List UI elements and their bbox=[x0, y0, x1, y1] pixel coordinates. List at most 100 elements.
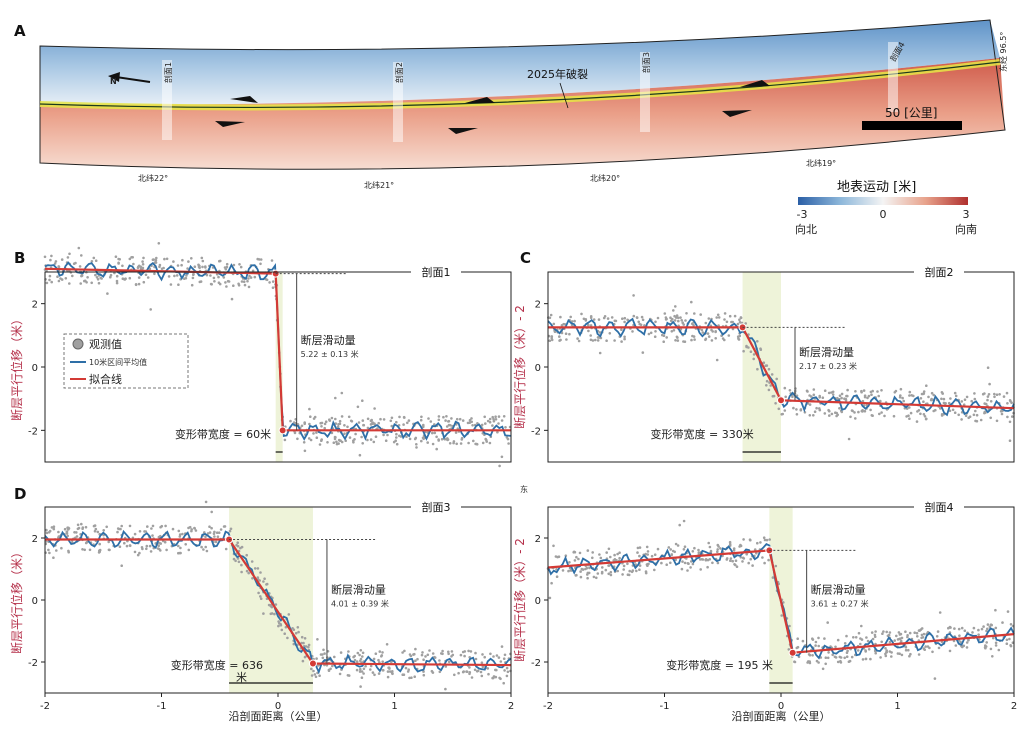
observed-point bbox=[247, 571, 250, 575]
observed-point bbox=[884, 647, 887, 650]
observed-point bbox=[922, 413, 926, 416]
observed-point bbox=[145, 547, 148, 551]
scale-label: 50 [公里] bbox=[885, 106, 937, 120]
observed-point bbox=[448, 442, 452, 445]
observed-point bbox=[971, 631, 974, 634]
observed-point bbox=[998, 393, 1001, 396]
observed-point bbox=[337, 423, 340, 426]
observed-point bbox=[689, 566, 692, 569]
observed-point bbox=[503, 669, 506, 672]
observed-point bbox=[647, 332, 651, 336]
observed-point bbox=[774, 564, 778, 568]
observed-point bbox=[157, 544, 160, 547]
observed-point bbox=[470, 420, 474, 424]
observed-point bbox=[381, 669, 385, 672]
y-tick-label: 2 bbox=[32, 300, 38, 311]
observed-point bbox=[268, 281, 271, 284]
observed-point bbox=[917, 653, 921, 656]
observed-point bbox=[259, 258, 263, 261]
observed-point bbox=[725, 320, 729, 324]
observed-point bbox=[422, 673, 426, 677]
observed-point bbox=[919, 397, 923, 400]
observed-point bbox=[925, 384, 928, 388]
observed-point bbox=[641, 318, 645, 322]
observed-point bbox=[193, 527, 196, 530]
observed-point bbox=[586, 549, 590, 552]
observed-point bbox=[384, 439, 388, 443]
observed-point bbox=[814, 644, 817, 647]
observed-point bbox=[181, 258, 184, 262]
observed-point bbox=[286, 636, 289, 640]
observed-point bbox=[931, 650, 934, 654]
observed-point bbox=[940, 413, 944, 416]
observed-point bbox=[836, 660, 840, 664]
observed-point bbox=[225, 262, 229, 266]
observed-point bbox=[441, 649, 444, 653]
observed-point bbox=[591, 556, 594, 560]
observed-point bbox=[623, 320, 626, 324]
observed-point bbox=[494, 415, 497, 419]
observed-point bbox=[708, 545, 712, 549]
observed-point bbox=[450, 655, 453, 658]
observed-point bbox=[96, 530, 100, 534]
observed-point bbox=[763, 561, 766, 565]
arrow-icon bbox=[215, 121, 245, 127]
observed-point bbox=[158, 541, 161, 545]
observed-point bbox=[99, 276, 102, 280]
observed-point bbox=[589, 316, 593, 320]
observed-point bbox=[994, 626, 998, 630]
x-tick-label: -2 bbox=[40, 701, 50, 712]
observed-point bbox=[179, 546, 182, 550]
observed-point bbox=[711, 561, 714, 565]
observed-point bbox=[315, 431, 318, 434]
observed-point bbox=[602, 316, 606, 320]
observed-point bbox=[814, 640, 818, 644]
observed-point bbox=[381, 660, 385, 663]
observed-point bbox=[372, 657, 376, 661]
observed-point bbox=[581, 568, 585, 571]
observed-point bbox=[861, 410, 864, 413]
observed-point bbox=[927, 395, 930, 399]
observed-point bbox=[815, 406, 818, 410]
observed-point bbox=[739, 316, 743, 320]
observed-point bbox=[644, 570, 648, 573]
observed-point bbox=[662, 334, 666, 338]
observed-point bbox=[860, 624, 863, 628]
observed-point bbox=[834, 645, 837, 649]
observed-point bbox=[877, 394, 880, 398]
observed-point bbox=[422, 670, 425, 673]
north-arrow: N bbox=[108, 72, 151, 86]
observed-point bbox=[151, 258, 155, 262]
observed-point bbox=[930, 391, 934, 395]
observed-point bbox=[369, 664, 373, 668]
observed-point bbox=[206, 532, 210, 535]
observed-point bbox=[468, 666, 471, 669]
observed-point bbox=[292, 642, 296, 646]
observed-point bbox=[431, 431, 434, 435]
observed-point bbox=[256, 576, 260, 579]
observed-point bbox=[159, 534, 162, 538]
observed-point bbox=[821, 667, 825, 671]
observed-point bbox=[76, 527, 80, 531]
observed-point bbox=[838, 407, 841, 410]
observed-point bbox=[491, 415, 495, 419]
observed-point bbox=[592, 318, 596, 321]
observed-point bbox=[470, 417, 473, 420]
observed-point bbox=[597, 336, 601, 339]
observed-point bbox=[923, 415, 927, 418]
observed-point bbox=[605, 339, 608, 343]
observed-point bbox=[507, 442, 510, 445]
observed-point bbox=[338, 419, 342, 423]
zone-width-label: 变形带宽度 = 330米 bbox=[651, 427, 754, 441]
observed-point bbox=[1008, 637, 1011, 641]
observed-point bbox=[907, 648, 910, 652]
observed-point bbox=[880, 411, 883, 414]
observed-point bbox=[741, 556, 745, 560]
observed-point bbox=[985, 629, 988, 633]
observed-point bbox=[446, 437, 449, 440]
observed-point bbox=[138, 530, 142, 533]
observed-point bbox=[359, 685, 362, 688]
observed-point bbox=[580, 312, 583, 316]
observed-point bbox=[626, 562, 629, 566]
observed-point bbox=[120, 564, 123, 567]
